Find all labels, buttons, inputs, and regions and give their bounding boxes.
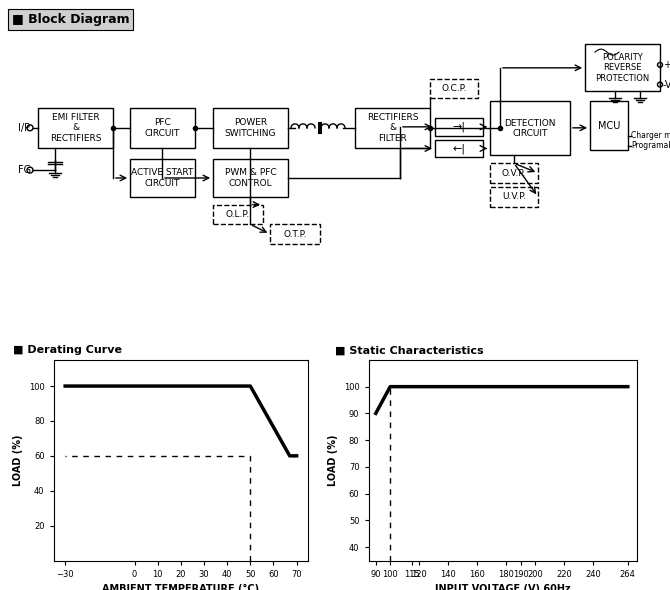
Text: Charger mode select: Charger mode select: [631, 131, 670, 140]
X-axis label: AMBIENT TEMPERATURE (°C): AMBIENT TEMPERATURE (°C): [103, 584, 259, 590]
Bar: [270, 224, 320, 244]
Bar: [213, 205, 263, 224]
Text: U.V.P.: U.V.P.: [502, 192, 526, 201]
Bar: [590, 101, 628, 150]
Text: O.T.P.: O.T.P.: [283, 230, 307, 238]
Bar: [130, 159, 195, 196]
Bar: [435, 118, 483, 136]
Text: O.V.P.: O.V.P.: [502, 169, 526, 178]
Text: RECTIFIERS
&
FILTER: RECTIFIERS & FILTER: [366, 113, 418, 143]
Bar: [490, 163, 538, 183]
Text: →|: →|: [452, 122, 466, 132]
Text: ■ Block Diagram: ■ Block Diagram: [12, 13, 129, 26]
Bar: [38, 108, 113, 148]
Bar: [213, 159, 288, 196]
Text: O.L.P.: O.L.P.: [226, 210, 250, 219]
Bar: [490, 101, 570, 155]
Text: POLARITY
REVERSE
PROTECTION: POLARITY REVERSE PROTECTION: [596, 53, 650, 83]
Bar: [213, 108, 288, 148]
Text: +V: +V: [663, 60, 670, 70]
Y-axis label: LOAD (%): LOAD (%): [328, 434, 338, 486]
Text: ■ Derating Curve: ■ Derating Curve: [13, 345, 123, 355]
Y-axis label: LOAD (%): LOAD (%): [13, 434, 23, 486]
Bar: [490, 187, 538, 206]
Text: EMI FILTER
&
RECTIFIERS: EMI FILTER & RECTIFIERS: [50, 113, 101, 143]
Text: ■ Static Characteristics: ■ Static Characteristics: [335, 345, 484, 355]
Bar: [130, 108, 195, 148]
Text: PWM & PFC
CONTROL: PWM & PFC CONTROL: [224, 168, 276, 188]
Text: MCU: MCU: [598, 121, 620, 131]
Bar: [585, 44, 660, 91]
Text: PFC
CIRCUIT: PFC CIRCUIT: [145, 118, 180, 137]
X-axis label: INPUT VOLTAGE (V) 60Hz: INPUT VOLTAGE (V) 60Hz: [435, 584, 570, 590]
Bar: [435, 140, 483, 158]
Text: O.C.P.: O.C.P.: [442, 84, 467, 93]
Text: DETECTION
CIRCUIT: DETECTION CIRCUIT: [505, 119, 555, 138]
Text: POWER
SWITCHING: POWER SWITCHING: [224, 118, 276, 137]
Bar: [430, 78, 478, 99]
Text: I/P: I/P: [18, 123, 30, 133]
Text: FG: FG: [18, 165, 31, 175]
Text: ACTIVE START
CIRCUIT: ACTIVE START CIRCUIT: [131, 168, 194, 188]
Text: ←|: ←|: [452, 143, 466, 154]
Text: -V: -V: [663, 80, 670, 90]
Bar: [355, 108, 430, 148]
Text: Programable: Programable: [631, 141, 670, 150]
